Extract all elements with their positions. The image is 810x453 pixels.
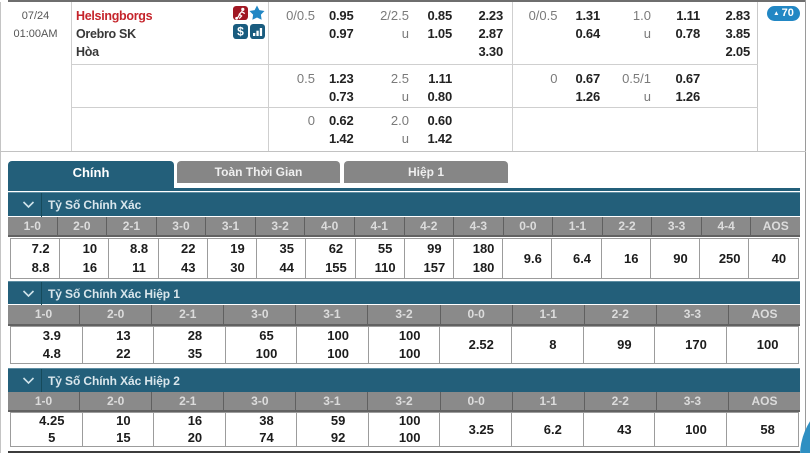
- svg-text:$: $: [237, 25, 244, 39]
